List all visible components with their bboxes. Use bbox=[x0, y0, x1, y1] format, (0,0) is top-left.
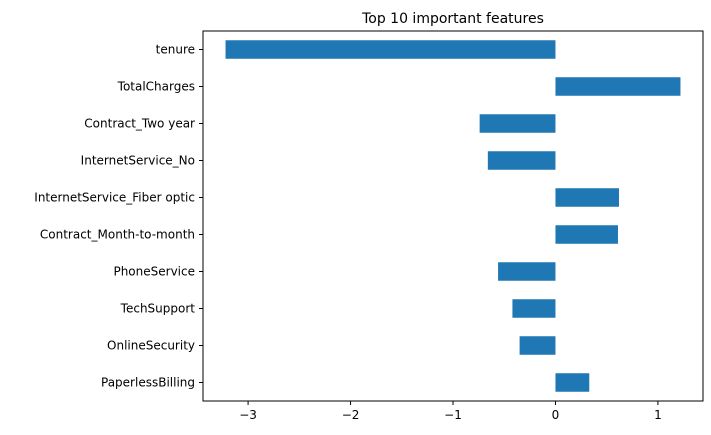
y-tick-label: TechSupport bbox=[120, 302, 196, 316]
x-tick-label: −2 bbox=[342, 408, 360, 422]
chart-title: Top 10 important features bbox=[361, 11, 544, 27]
y-tick-label: OnlineSecurity bbox=[107, 339, 195, 353]
y-axis-ticks: tenure TotalCharges Contract_Two year Inter… bbox=[34, 43, 203, 390]
x-tick-label: −1 bbox=[444, 408, 462, 422]
y-tick-label: InternetService_No bbox=[81, 154, 195, 168]
y-tick-label: tenure bbox=[156, 43, 195, 57]
bar-internetservice-fiber-optic bbox=[555, 188, 619, 207]
bar-tenure bbox=[225, 40, 556, 59]
bar-techsupport bbox=[512, 299, 556, 318]
y-tick-label: Contract_Two year bbox=[84, 117, 195, 131]
x-tick-label: 0 bbox=[552, 408, 560, 422]
plot-frame bbox=[202, 30, 704, 402]
bar-onlinesecurity bbox=[519, 336, 556, 355]
y-tick-label: TotalCharges bbox=[117, 80, 195, 94]
bar-contract-month-to-month bbox=[555, 225, 618, 244]
x-tick-label: 1 bbox=[654, 408, 662, 422]
bar-phoneservice bbox=[498, 262, 556, 281]
y-tick-label: Contract_Month-to-month bbox=[40, 228, 195, 242]
bar-internetservice-no bbox=[487, 151, 556, 170]
bar-contract-two-year bbox=[479, 114, 556, 133]
bar-paperlessbilling bbox=[555, 373, 590, 392]
x-tick-label: −3 bbox=[239, 408, 257, 422]
bars-group bbox=[225, 40, 681, 392]
y-tick-label: PhoneService bbox=[113, 265, 195, 279]
x-axis-ticks: −3 −2 −1 0 1 bbox=[239, 401, 662, 422]
bar-totalcharges bbox=[555, 77, 681, 96]
y-tick-label: InternetService_Fiber optic bbox=[34, 191, 195, 205]
y-tick-label: PaperlessBilling bbox=[101, 376, 195, 390]
